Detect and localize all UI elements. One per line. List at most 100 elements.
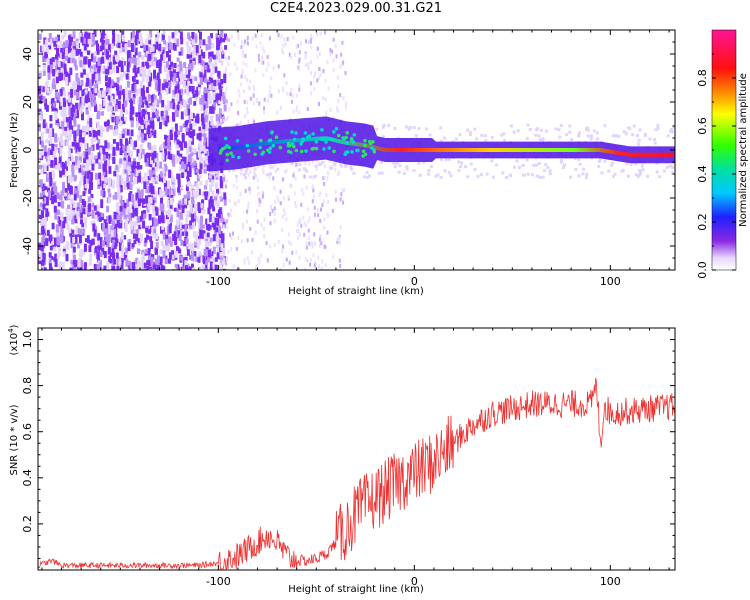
spectrogram-cell — [40, 167, 44, 174]
spectrogram-cell — [143, 263, 147, 268]
spectrogram-cell — [211, 256, 215, 264]
spectrogram-cell — [61, 35, 65, 40]
spectrogram-cell — [119, 174, 123, 182]
spectrogram-cell — [100, 32, 104, 40]
spectrogram-cell — [263, 110, 265, 115]
spectrogram-cell — [544, 129, 548, 133]
spectrogram-cell — [216, 213, 219, 218]
spectrogram-cell — [292, 268, 295, 270]
spectrogram-cell — [209, 174, 213, 183]
spectrogram-cell — [79, 210, 83, 219]
spectrogram-cell — [100, 38, 103, 43]
spectrogram-cell — [126, 184, 130, 190]
spectrogram-cell — [81, 111, 84, 121]
spectrogram-cell — [97, 240, 100, 246]
spectrogram-cell — [339, 225, 342, 230]
spectrogram-cell — [126, 162, 130, 171]
spectrogram-cell — [112, 30, 115, 36]
spectrogram-cell — [59, 88, 63, 96]
spectrogram-cell — [192, 129, 196, 136]
spectrogram-cell — [48, 263, 52, 270]
spectrogram-cell — [341, 188, 344, 193]
spectrogram-cell — [82, 69, 86, 75]
spectrogram-cell — [214, 181, 218, 190]
spectrogram-cell — [64, 48, 68, 57]
spectrogram-cell — [41, 148, 45, 155]
spectrogram-cell — [219, 231, 223, 239]
spectrogram-cell — [176, 150, 180, 157]
snr-x-tick-label: 100 — [600, 575, 621, 588]
spectrogram-cell — [106, 126, 110, 132]
spectrogram-cell — [149, 263, 153, 270]
spectrogram-cell — [153, 151, 157, 159]
spectrogram-cell — [82, 165, 86, 170]
spectrogram-cell — [289, 92, 292, 97]
spectrogram-cell — [183, 109, 187, 116]
spectrogram-cell — [78, 164, 82, 173]
spectrogram-cell — [57, 121, 61, 127]
spectrogram-cell — [668, 164, 672, 168]
spectrogram-cell — [258, 260, 261, 265]
spectrogram-cell — [147, 201, 151, 210]
spectrogram-cell — [313, 212, 316, 217]
spectrogram-cell — [256, 209, 258, 213]
spectrogram-cell — [186, 182, 190, 187]
spectrogram-cell — [201, 66, 205, 75]
spectrogram-cell — [198, 39, 202, 46]
spectrogram-cell — [154, 268, 158, 270]
spectrogram-blob — [372, 150, 377, 154]
spectrogram-cell — [43, 217, 47, 225]
spectrogram-blob — [342, 137, 347, 141]
spectrogram-cell — [181, 231, 185, 236]
spectrogram-cell — [120, 256, 124, 264]
spectrogram-cell — [77, 242, 80, 249]
spectrogram-blob — [311, 132, 315, 136]
spectrogram-cell — [93, 205, 97, 211]
spectrogram-cell — [88, 156, 92, 166]
spectrogram-cell — [490, 135, 494, 139]
spectrogram-cell — [546, 165, 550, 169]
spectrogram-cell — [79, 85, 82, 91]
spectrogram-cell — [48, 172, 52, 179]
spectrogram-cell — [191, 213, 194, 223]
spectrogram-cell — [317, 213, 320, 218]
spectrogram-cell — [176, 84, 180, 90]
spectrogram-cell — [342, 96, 345, 100]
spectrogram-cell — [169, 102, 173, 109]
spectrogram-cell — [91, 96, 95, 101]
spectrogram-cell — [73, 130, 77, 138]
spectrogram-cell — [152, 112, 156, 119]
spectrogram-cell — [331, 49, 334, 54]
spectrogram-cell — [638, 171, 642, 175]
spectrogram-cell — [211, 63, 215, 68]
spectrogram-cell — [93, 30, 97, 37]
spectrogram-cell — [222, 268, 226, 270]
spectrogram-cell — [302, 191, 305, 196]
spectrogram-cell — [136, 56, 140, 66]
spectrogram-cell — [454, 137, 458, 141]
spectrogram-cell — [168, 252, 172, 260]
spectrogram-cell — [87, 174, 91, 184]
spectrogram-cell — [283, 196, 285, 201]
spectrogram-cell — [118, 259, 122, 265]
spectrogram-cell — [197, 188, 201, 196]
spectrogram-cell — [223, 104, 227, 112]
spectrogram-cell — [127, 50, 131, 58]
spectrogram-cell — [103, 265, 107, 270]
spectrogram-cell — [215, 171, 218, 175]
spectrogram-cell — [115, 116, 119, 124]
spectrogram-cell — [425, 127, 428, 131]
spectrogram-cell — [219, 207, 223, 215]
spectrogram-cell — [144, 103, 148, 113]
spectrogram-cell — [338, 236, 341, 241]
spectrogram-cell — [116, 209, 120, 218]
spectrogram-cell — [120, 113, 124, 121]
spectrogram-cell — [162, 257, 165, 263]
spectrogram-cell — [99, 125, 103, 134]
spectrogram-cell — [38, 33, 42, 40]
spectrogram-cell — [130, 173, 134, 183]
spectrogram-cell — [459, 165, 462, 169]
spectrogram-cell — [184, 257, 188, 262]
spectrogram-cell — [42, 233, 46, 242]
spectrogram-cell — [172, 233, 176, 242]
